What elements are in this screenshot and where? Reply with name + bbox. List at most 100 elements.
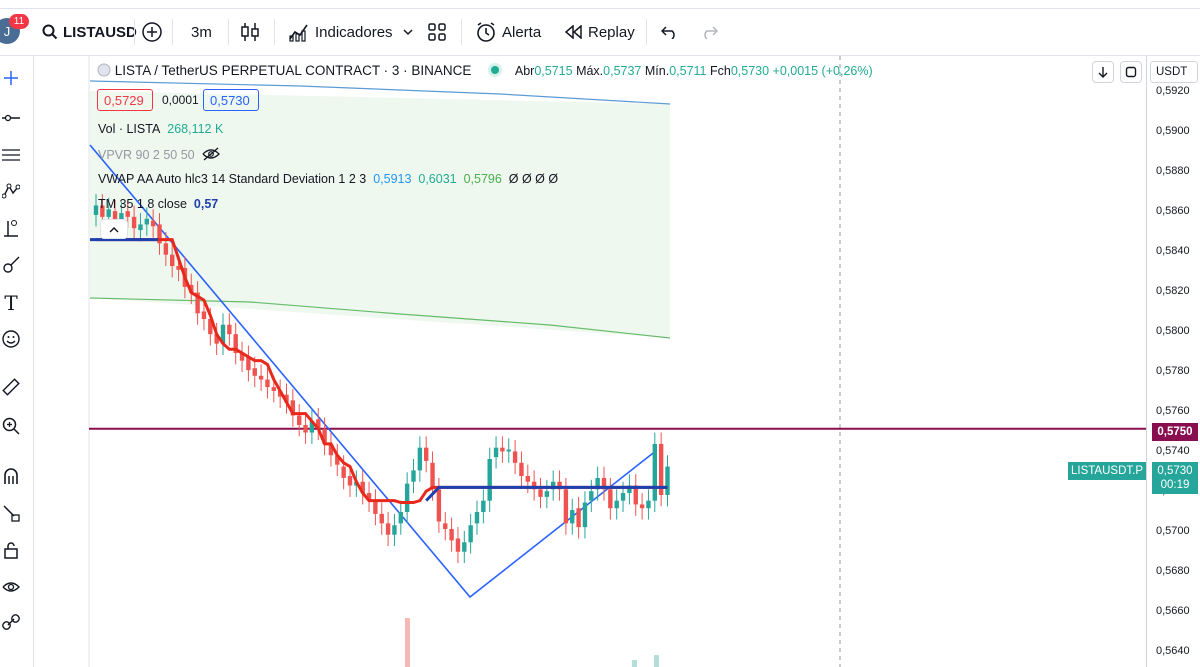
candle-body: [265, 379, 270, 388]
indicator-vpvr[interactable]: VPVR 90 2 50 50: [98, 147, 220, 162]
symbol-label: LISTAUSD: [63, 23, 137, 41]
candle-body: [392, 525, 397, 535]
candle-body: [443, 523, 448, 530]
candle-body: [544, 491, 550, 497]
zoom-icon[interactable]: [0, 415, 22, 437]
fullscreen-button[interactable]: [1120, 61, 1142, 83]
candle-body: [176, 266, 181, 270]
templates-button[interactable]: [427, 9, 447, 55]
candle-body: [557, 481, 562, 490]
candle-body: [595, 477, 600, 490]
indicator-vwap[interactable]: VWAP AA Auto hlc3 14 Standard Deviation …: [98, 172, 558, 186]
candle-body: [404, 483, 410, 512]
candle-body: [455, 538, 461, 552]
legend-ohlc: Abr0,5715 Máx.0,5737 Mín.0,5711 Fch0,573…: [515, 64, 873, 78]
candle-body: [665, 466, 670, 495]
lock-pen-icon[interactable]: [0, 502, 22, 524]
candle-body: [201, 311, 207, 320]
buy-price-box[interactable]: 0,5730: [203, 89, 259, 111]
candle-body: [157, 224, 162, 244]
trend-line-icon[interactable]: [0, 107, 22, 129]
sell-price-box[interactable]: 0,5729: [97, 89, 153, 111]
trend-line-drawing: [89, 144, 658, 599]
plus-circle-icon: [142, 22, 162, 42]
spread-value: 0,0001: [162, 93, 199, 107]
candle-body: [271, 387, 276, 391]
open-label: Abr: [514, 64, 535, 78]
price-axis-label: 0,5740: [1156, 445, 1190, 457]
candle-body: [620, 493, 626, 501]
trash-link-icon[interactable]: [0, 611, 22, 633]
separator: [646, 19, 647, 45]
candle-body: [373, 500, 378, 514]
indicator-volume[interactable]: Vol · LISTA 268,112 K: [98, 122, 223, 136]
lock-icon[interactable]: [0, 539, 22, 561]
candle-body: [150, 220, 156, 227]
interval-button[interactable]: 3m: [191, 23, 212, 41]
price-chart[interactable]: [0, 56, 1146, 667]
collapse-legend-button[interactable]: [100, 219, 128, 239]
brush-icon[interactable]: [0, 254, 22, 276]
separator: [172, 19, 173, 45]
compare-button[interactable]: [141, 9, 163, 55]
candle-body: [119, 213, 124, 225]
alert-button[interactable]: Alerta: [475, 9, 541, 55]
candle-body: [500, 447, 505, 452]
vwap-value-1: 0,5913: [373, 172, 412, 186]
candle-body: [449, 529, 454, 541]
candle-body: [379, 513, 384, 524]
symbol-tag: LISTAUSDT.P: [1068, 462, 1146, 480]
chart-type-button[interactable]: [240, 9, 260, 55]
candle-body: [430, 462, 435, 490]
fib-icon[interactable]: [0, 144, 22, 166]
alert-label: Alerta: [502, 23, 542, 41]
crosshair-icon[interactable]: [0, 67, 22, 89]
indicator-tm[interactable]: TM 35 1 8 close 0,57: [98, 197, 218, 211]
ruler-icon[interactable]: [0, 376, 22, 398]
hline-price-label: 0,5750: [1157, 426, 1193, 438]
candle-body: [512, 451, 518, 463]
indicators-button[interactable]: Indicadores: [288, 9, 413, 55]
price-axis-label: 0,5820: [1156, 285, 1190, 297]
open-value: 0,5715: [534, 64, 573, 78]
candle-body: [239, 353, 245, 361]
candle-body: [303, 424, 308, 433]
arrow-down-icon: [1098, 67, 1108, 78]
bar-countdown: 00:19: [1160, 479, 1190, 491]
candle-body: [627, 485, 632, 494]
candle-body: [252, 368, 257, 376]
eye-off-icon[interactable]: [202, 147, 220, 161]
undo-button[interactable]: [661, 9, 679, 55]
smiley-icon[interactable]: [0, 328, 22, 350]
eye-icon[interactable]: [0, 576, 22, 598]
currency-select[interactable]: USDT: [1150, 61, 1198, 83]
candle-body: [487, 459, 492, 501]
candle-body: [633, 485, 638, 505]
close-value: 0,5730: [730, 64, 770, 78]
price-axis-label: 0,5700: [1156, 525, 1190, 537]
replay-button[interactable]: Replay: [565, 9, 635, 55]
price-axis[interactable]: [1146, 56, 1200, 667]
scroll-down-button[interactable]: [1092, 61, 1114, 83]
projection-icon[interactable]: [0, 217, 22, 239]
tm-value: 0,57: [193, 197, 219, 211]
text-tool-icon[interactable]: T: [4, 291, 18, 315]
price-axis-label: 0,5780: [1156, 365, 1190, 377]
candle-body: [360, 481, 365, 494]
symbol-search[interactable]: LISTAUSD: [42, 9, 137, 55]
symbol-logo-icon: [97, 63, 111, 77]
pattern-icon[interactable]: [0, 180, 22, 202]
notification-badge[interactable]: 11: [9, 14, 29, 29]
separator: [461, 19, 462, 45]
candle-body: [347, 476, 353, 486]
price-axis-label: 0,5860: [1156, 205, 1190, 217]
magnet-icon[interactable]: [0, 465, 22, 487]
candle-body: [582, 502, 588, 528]
candle-body: [385, 523, 391, 535]
grid-icon: [428, 23, 446, 41]
candle-body: [100, 205, 105, 217]
redo-button[interactable]: [700, 9, 718, 55]
candle-body: [93, 205, 99, 215]
candles-icon: [241, 23, 259, 41]
candle-body: [601, 477, 607, 490]
